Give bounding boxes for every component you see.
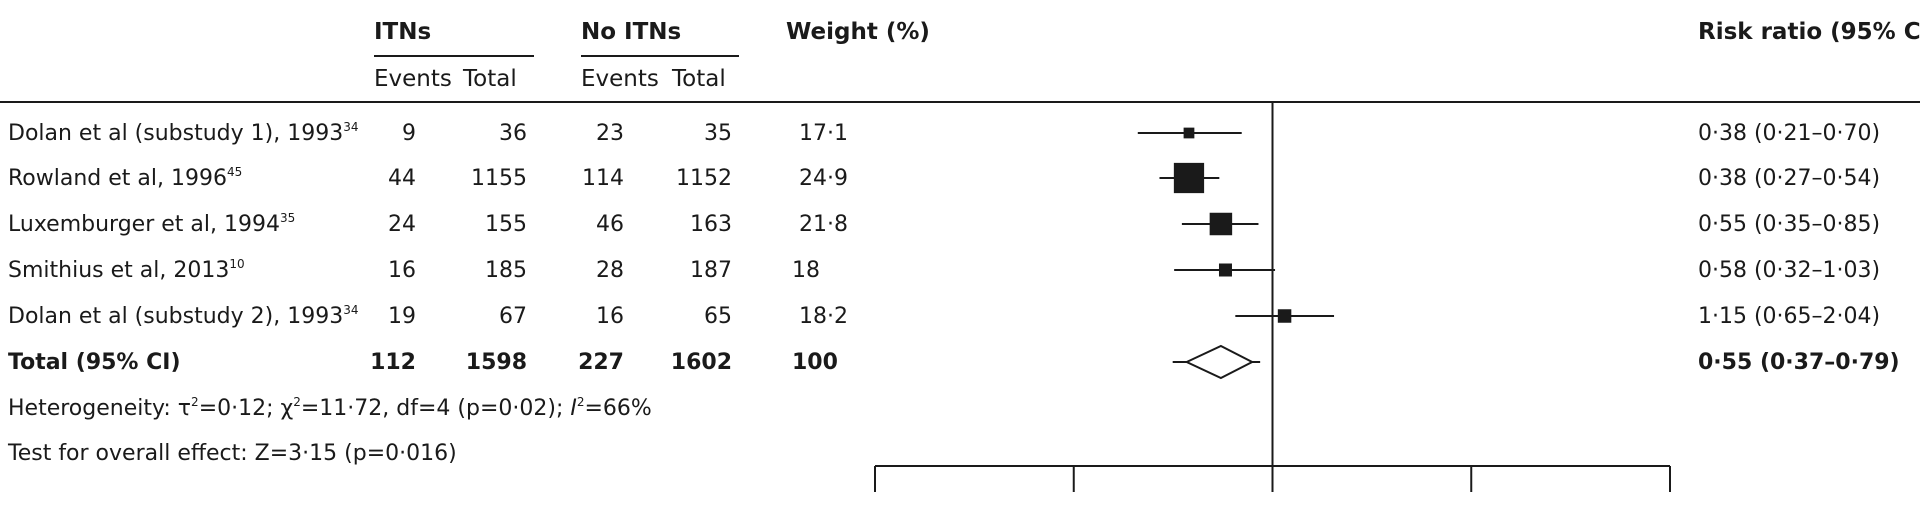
study-ref: 34 bbox=[343, 303, 359, 317]
itn-events: 16 bbox=[388, 258, 416, 283]
header-itns: ITNs bbox=[374, 19, 432, 45]
study-label: Dolan et al (substudy 2), 1993 bbox=[8, 304, 344, 329]
study-name: Luxemburger et al, 199435 bbox=[8, 212, 295, 238]
itn-events: 9 bbox=[402, 121, 416, 146]
weight-value: 18 bbox=[792, 258, 820, 283]
het-mid1: =0·12; χ bbox=[198, 396, 294, 421]
itn-total: 36 bbox=[499, 121, 527, 146]
point-estimate-square bbox=[1183, 127, 1195, 139]
risk-ratio-text: 0·38 (0·27–0·54) bbox=[1698, 166, 1881, 191]
itns-events-header: Events bbox=[374, 66, 452, 92]
point-estimate-square bbox=[1218, 263, 1232, 277]
study-label: Luxemburger et al, 1994 bbox=[8, 212, 280, 237]
total-no-itn-events: 227 bbox=[578, 350, 624, 375]
no-itns-underline bbox=[581, 55, 739, 57]
risk-ratio-text: 1·15 (0·65–2·04) bbox=[1698, 304, 1881, 329]
total-label: Total (95% CI) bbox=[8, 350, 181, 375]
itn-total: 1155 bbox=[471, 166, 527, 191]
itn-total: 67 bbox=[499, 304, 527, 329]
weight-value: 24·9 bbox=[799, 166, 848, 191]
het-tau-exp: 2 bbox=[191, 395, 199, 409]
header-weight: Weight (%) bbox=[786, 19, 930, 45]
no-itns-events-header: Events bbox=[581, 66, 659, 92]
no-itn-events: 114 bbox=[582, 166, 624, 191]
header-risk-ratio: Risk ratio (95% CI) bbox=[1698, 19, 1920, 45]
study-label: Smithius et al, 2013 bbox=[8, 258, 230, 283]
no-itn-events: 23 bbox=[596, 121, 624, 146]
total-no-itn-total: 1602 bbox=[670, 350, 732, 375]
itns-underline bbox=[374, 55, 534, 57]
study-name: Rowland et al, 199645 bbox=[8, 166, 242, 192]
het-suffix: =66% bbox=[584, 396, 652, 421]
header-rule bbox=[0, 101, 1920, 103]
itn-events: 19 bbox=[388, 304, 416, 329]
no-itn-total: 1152 bbox=[676, 166, 732, 191]
itn-total: 185 bbox=[485, 258, 527, 283]
total-risk-ratio-text: 0·55 (0·37–0·79) bbox=[1698, 350, 1900, 375]
study-ref: 35 bbox=[279, 211, 296, 225]
het-chi-exp: 2 bbox=[293, 395, 301, 409]
weight-value: 18·2 bbox=[799, 304, 848, 329]
study-label: Dolan et al (substudy 1), 1993 bbox=[8, 121, 344, 146]
itn-events: 24 bbox=[388, 212, 416, 237]
no-itn-events: 16 bbox=[596, 304, 624, 329]
overall-effect-text: Test for overall effect: Z=3·15 (p=0·016… bbox=[8, 441, 457, 466]
risk-ratio-text: 0·55 (0·35–0·85) bbox=[1698, 212, 1881, 237]
itns-total-header: Total bbox=[463, 66, 517, 92]
study-ref: 10 bbox=[229, 257, 245, 271]
study-name: Smithius et al, 201310 bbox=[8, 258, 245, 284]
risk-ratio-text: 0·38 (0·21–0·70) bbox=[1698, 121, 1881, 146]
weight-value: 21·8 bbox=[799, 212, 848, 237]
het-i-exp: 2 bbox=[576, 395, 585, 409]
no-itn-events: 46 bbox=[596, 212, 624, 237]
header-no-itns: No ITNs bbox=[581, 19, 682, 45]
het-mid2: =11·72, df=4 (p=0·02); bbox=[300, 396, 571, 421]
heterogeneity-text: Heterogeneity: τ2=0·12; χ2=11·72, df=4 (… bbox=[8, 396, 652, 422]
itn-total: 155 bbox=[485, 212, 527, 237]
total-itn-events: 112 bbox=[370, 350, 416, 375]
no-itn-total: 65 bbox=[704, 304, 732, 329]
study-name: Dolan et al (substudy 2), 199334 bbox=[8, 304, 358, 330]
study-ref: 34 bbox=[343, 120, 359, 134]
study-ref: 45 bbox=[226, 165, 243, 179]
point-estimate-square bbox=[1277, 309, 1292, 323]
study-name: Dolan et al (substudy 1), 199334 bbox=[8, 121, 358, 147]
het-prefix: Heterogeneity: τ bbox=[8, 396, 192, 421]
study-label: Rowland et al, 1996 bbox=[8, 166, 227, 191]
total-itn-total: 1598 bbox=[465, 350, 527, 375]
no-itn-total: 163 bbox=[690, 212, 732, 237]
no-itns-total-header: Total bbox=[672, 66, 726, 92]
no-itn-total: 35 bbox=[704, 121, 732, 146]
no-itn-total: 187 bbox=[690, 258, 732, 283]
no-itn-events: 28 bbox=[596, 258, 624, 283]
pooled-diamond bbox=[1184, 344, 1255, 380]
risk-ratio-text: 0·58 (0·32–1·03) bbox=[1698, 258, 1881, 283]
point-estimate-square bbox=[1173, 162, 1205, 194]
point-estimate-square bbox=[1209, 212, 1233, 236]
itn-events: 44 bbox=[388, 166, 416, 191]
weight-value: 17·1 bbox=[799, 121, 848, 146]
het-i-letter: I bbox=[570, 396, 577, 421]
total-weight: 100 bbox=[792, 350, 838, 375]
